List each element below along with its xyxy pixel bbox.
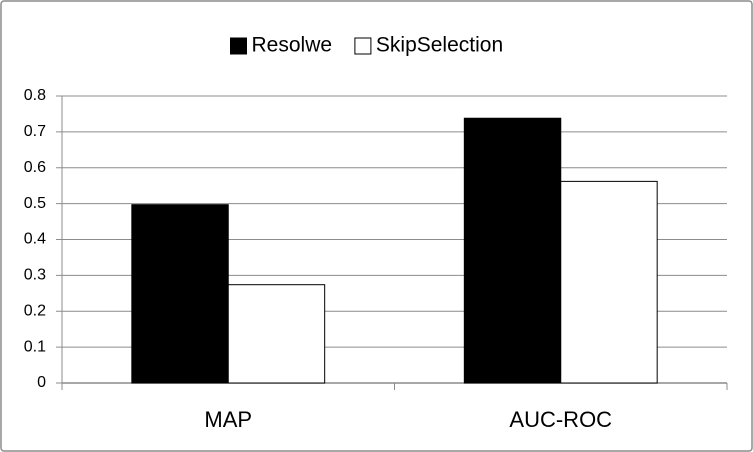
y-tick-label: 0.5 — [24, 195, 46, 212]
x-tick-label: MAP — [204, 407, 252, 432]
y-tick-label: 0.6 — [24, 159, 46, 176]
y-tick-label: 0.4 — [24, 231, 46, 248]
y-tick-label: 0.7 — [24, 123, 46, 140]
bar — [463, 117, 562, 384]
x-tick-label: AUC-ROC — [509, 407, 612, 432]
bar — [131, 204, 229, 384]
legend-swatch — [354, 37, 372, 55]
y-tick-label: 0.8 — [24, 87, 46, 104]
bar — [560, 180, 658, 384]
bar — [227, 284, 326, 384]
y-tick-label: 0.1 — [24, 338, 46, 355]
y-tick-label: 0.2 — [24, 302, 46, 319]
legend-label: Resolwe — [252, 34, 333, 57]
y-tick-label: 0 — [37, 374, 46, 391]
legend-swatch — [230, 37, 247, 55]
y-tick-label: 0.3 — [24, 267, 46, 284]
legend-label: SkipSelection — [376, 34, 503, 57]
